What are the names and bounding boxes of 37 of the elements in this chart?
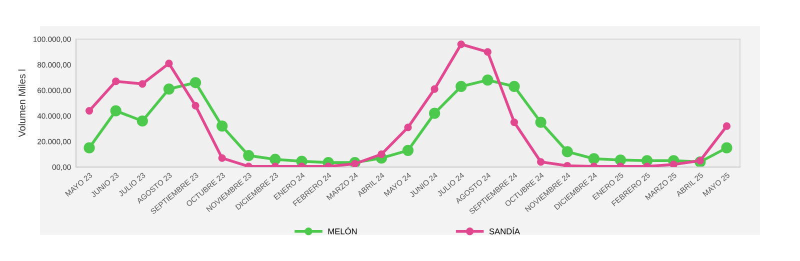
point — [85, 106, 94, 115]
point — [270, 154, 281, 165]
point — [670, 160, 678, 168]
point — [510, 118, 518, 126]
point — [564, 162, 572, 168]
point — [456, 80, 467, 92]
point — [163, 83, 175, 95]
y-axis-title: Volumen Miles l — [18, 70, 26, 138]
point — [190, 77, 202, 88]
point — [84, 142, 95, 154]
point — [457, 40, 465, 48]
point — [136, 115, 148, 127]
point — [351, 160, 359, 168]
point — [110, 105, 122, 116]
point — [243, 150, 254, 162]
point — [192, 102, 200, 110]
point — [218, 154, 226, 162]
legend-label: SANDÍA — [489, 227, 520, 234]
point — [484, 48, 492, 56]
point — [588, 153, 600, 164]
point — [562, 146, 573, 158]
point — [721, 142, 732, 154]
point — [482, 74, 494, 86]
point — [216, 120, 228, 132]
point — [404, 124, 412, 132]
point — [508, 80, 520, 92]
point — [112, 78, 120, 86]
point — [536, 158, 545, 166]
point — [165, 60, 173, 68]
point — [430, 85, 438, 93]
point — [535, 116, 546, 128]
legend-label: MELÓN — [328, 227, 357, 234]
point — [429, 108, 440, 119]
point — [138, 80, 146, 88]
point — [402, 144, 414, 156]
point — [722, 122, 731, 130]
point — [378, 150, 386, 158]
